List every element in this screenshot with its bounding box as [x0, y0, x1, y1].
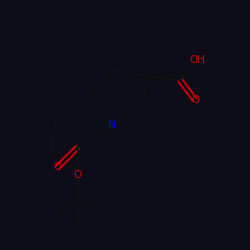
Text: O: O — [74, 170, 82, 180]
Text: N: N — [108, 120, 117, 130]
Text: O: O — [53, 162, 62, 172]
Text: OH: OH — [190, 55, 206, 65]
Text: O: O — [191, 95, 199, 105]
